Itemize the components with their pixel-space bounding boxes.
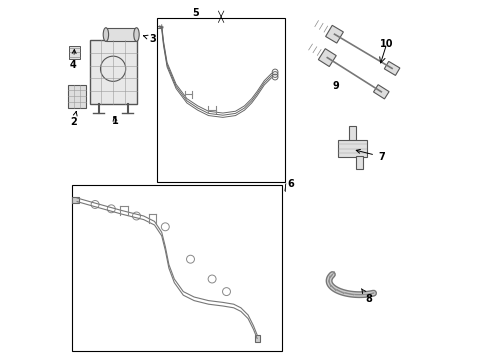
Ellipse shape: [134, 28, 139, 41]
Text: 5: 5: [192, 8, 199, 18]
Text: 3: 3: [143, 34, 156, 44]
Bar: [72, 185, 282, 351]
Bar: [355, 156, 363, 169]
Text: 4: 4: [70, 50, 77, 70]
Text: 8: 8: [361, 289, 371, 304]
Bar: [254, 335, 259, 342]
Polygon shape: [318, 49, 336, 67]
Text: 2: 2: [70, 112, 77, 127]
Bar: [348, 126, 355, 142]
Bar: [69, 46, 80, 59]
Polygon shape: [373, 85, 388, 99]
Polygon shape: [325, 25, 343, 43]
Ellipse shape: [103, 28, 108, 41]
Bar: [68, 85, 86, 108]
Text: 10: 10: [379, 39, 393, 49]
Text: 6: 6: [286, 179, 293, 189]
Text: 9: 9: [332, 81, 339, 91]
Polygon shape: [384, 61, 399, 76]
Bar: [157, 18, 285, 182]
Bar: [106, 28, 136, 41]
Text: 1: 1: [111, 116, 118, 126]
Bar: [89, 40, 136, 104]
Bar: [337, 140, 366, 157]
Text: 7: 7: [356, 149, 384, 162]
Bar: [72, 197, 79, 203]
